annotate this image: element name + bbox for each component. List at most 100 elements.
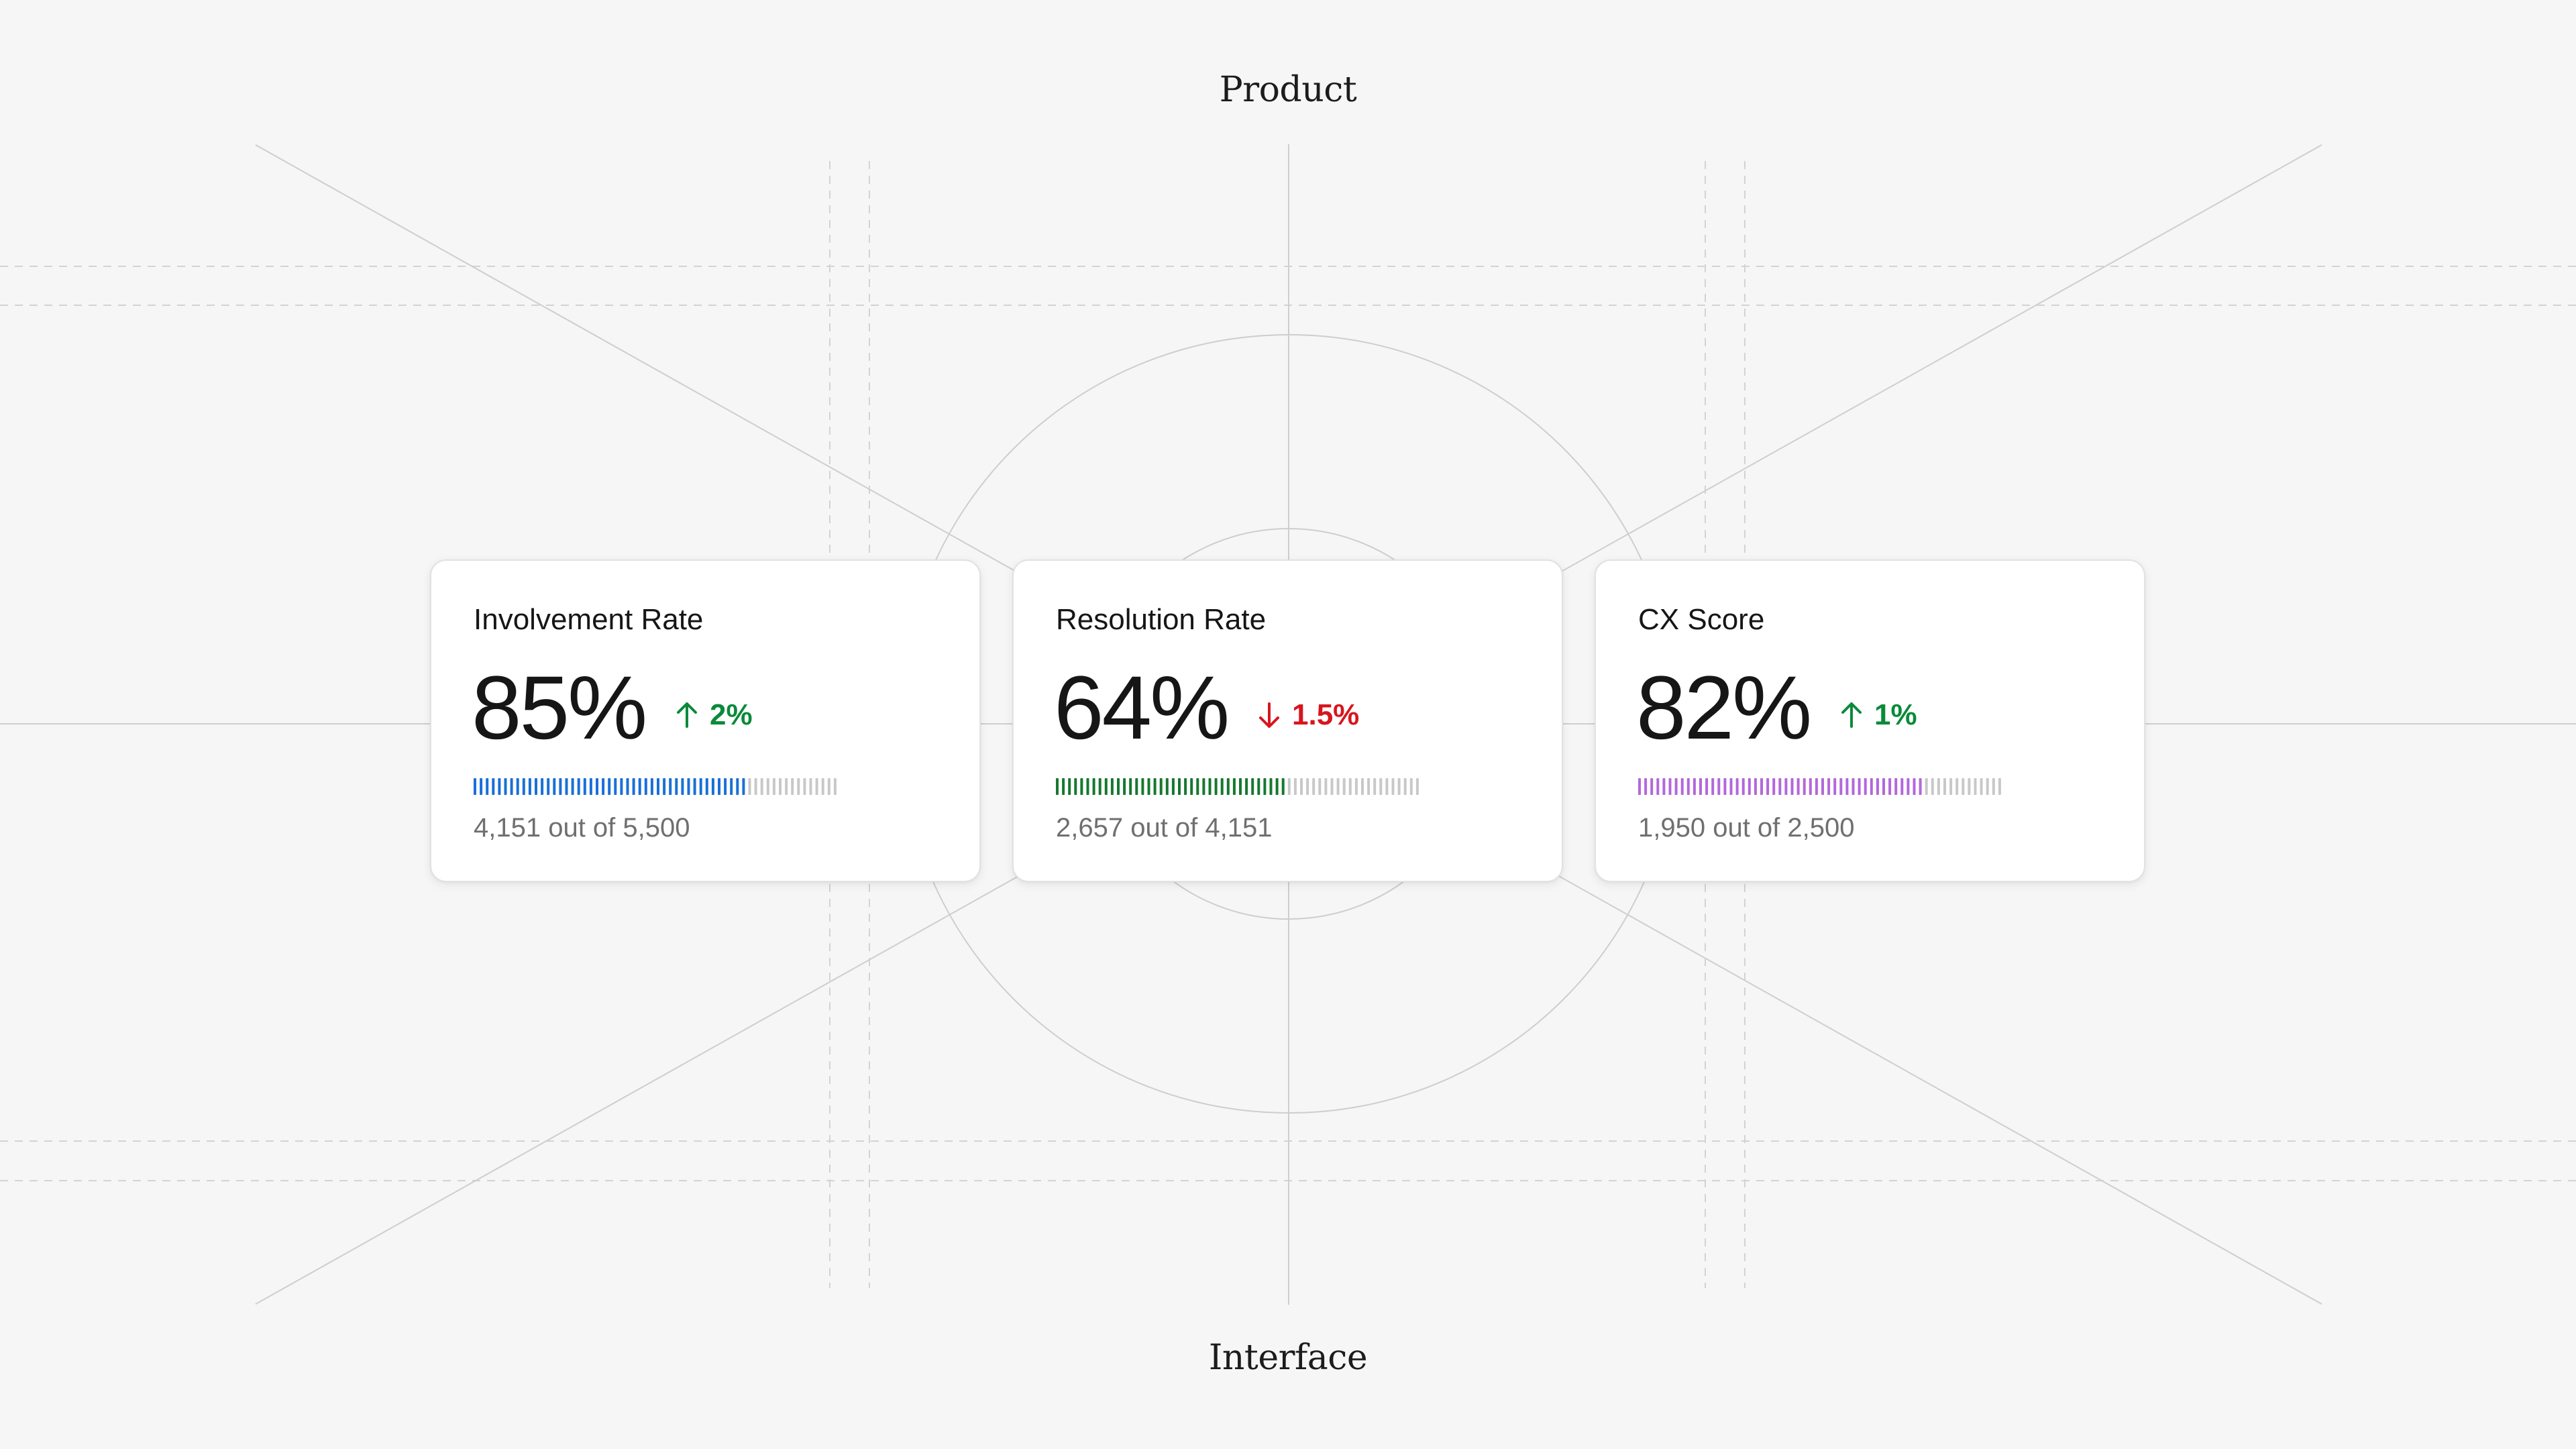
meter-tick-filled <box>1784 778 1788 795</box>
card-title: Resolution Rate <box>1056 603 1267 636</box>
meter-tick-filled <box>1147 778 1150 795</box>
meter-tick-filled <box>1711 778 1715 795</box>
meter-tick-empty <box>833 778 837 795</box>
meter-tick-filled <box>1269 778 1273 795</box>
meter-tick-filled <box>486 778 489 795</box>
meter-tick-filled <box>742 778 745 795</box>
meter-tick-filled <box>571 778 574 795</box>
meter-tick-empty <box>785 778 788 795</box>
meter-tick-filled <box>1815 778 1818 795</box>
meter-tick-filled <box>1809 778 1812 795</box>
meter-tick-filled <box>1074 778 1077 795</box>
meter-tick-empty <box>760 778 763 795</box>
meter-tick-filled <box>1123 778 1126 795</box>
meter-tick-filled <box>559 778 562 795</box>
meter-tick-filled <box>669 778 672 795</box>
meter-tick-filled <box>687 778 690 795</box>
meter-tick-filled <box>1202 778 1205 795</box>
meter-tick-filled <box>1190 778 1193 795</box>
card-title: Involvement Rate <box>474 603 704 636</box>
arrow-up-icon <box>677 702 697 728</box>
meter-tick-filled <box>1638 778 1641 795</box>
metric-value: 85% <box>472 658 647 758</box>
meter-tick-empty <box>754 778 757 795</box>
meter-tick-empty <box>1324 778 1328 795</box>
meter-tick-filled <box>1153 778 1157 795</box>
meter-tick-empty <box>815 778 818 795</box>
meter-tick-empty <box>1943 778 1946 795</box>
meter-tick-empty <box>1397 778 1401 795</box>
meter-tick-filled <box>608 778 611 795</box>
meter-tick-empty <box>1937 778 1940 795</box>
meter-tick-filled <box>1864 778 1867 795</box>
meter-tick-filled <box>1919 778 1922 795</box>
meter-tick-filled <box>1839 778 1843 795</box>
meter-tick-filled <box>730 778 733 795</box>
meter-tick-filled <box>1772 778 1776 795</box>
meter-tick-filled <box>1803 778 1806 795</box>
meter-tick-filled <box>650 778 653 795</box>
meter-tick-filled <box>724 778 727 795</box>
meter-tick-empty <box>1312 778 1316 795</box>
meter-tick-filled <box>1913 778 1916 795</box>
meter-tick-filled <box>1214 778 1218 795</box>
meter-tick-filled <box>1220 778 1224 795</box>
meter-tick-empty <box>748 778 751 795</box>
meter-tick-empty <box>803 778 806 795</box>
arrow-down-icon <box>1259 702 1279 728</box>
meter-tick-empty <box>821 778 824 795</box>
meter-tick-filled <box>1135 778 1138 795</box>
meter-tick-filled <box>1092 778 1095 795</box>
meter-tick-filled <box>528 778 531 795</box>
meter-tick-filled <box>1281 778 1285 795</box>
metric-value: 82% <box>1636 658 1812 758</box>
caption-product: Product <box>1219 70 1357 110</box>
meter-tick-filled <box>1184 778 1187 795</box>
meter-tick-filled <box>504 778 507 795</box>
metric-card-involvement-rate[interactable]: Involvement Rate 85% 2% 4,151 out of 5,5… <box>430 559 981 882</box>
meter-tick-filled <box>1778 778 1782 795</box>
meter-tick-filled <box>1178 778 1181 795</box>
meter-tick-filled <box>1821 778 1824 795</box>
meter-tick-filled <box>736 778 739 795</box>
meter-tick-filled <box>1275 778 1279 795</box>
meter-tick-empty <box>1354 778 1358 795</box>
meter-tick-empty <box>1980 778 1983 795</box>
meter-tick-filled <box>644 778 647 795</box>
meter-tick-filled <box>1239 778 1242 795</box>
meter-tick-filled <box>1668 778 1672 795</box>
meter-tick-empty <box>1318 778 1322 795</box>
meter-tick-empty <box>797 778 800 795</box>
metric-card-resolution-rate[interactable]: Resolution Rate 64% 1.5% 2,657 out of 4,… <box>1012 559 1563 882</box>
meter-tick-filled <box>1699 778 1702 795</box>
meter-tick-empty <box>1348 778 1352 795</box>
meter-tick-filled <box>1845 778 1849 795</box>
meter-tick-empty <box>1300 778 1303 795</box>
meter-tick-filled <box>535 778 537 795</box>
meter-tick-filled <box>711 778 714 795</box>
meter-tick-filled <box>718 778 720 795</box>
meter-tick-filled <box>681 778 684 795</box>
progress-meter <box>474 778 837 795</box>
meter-tick-filled <box>1876 778 1879 795</box>
meter-tick-filled <box>1735 778 1739 795</box>
meter-tick-filled <box>1056 778 1059 795</box>
meter-tick-empty <box>1336 778 1340 795</box>
metric-card-cx-score[interactable]: CX Score 82% 1% 1,950 out of 2,500 <box>1595 559 2145 882</box>
meter-tick-empty <box>1306 778 1309 795</box>
meter-tick-filled <box>492 778 495 795</box>
meter-tick-filled <box>1900 778 1904 795</box>
metric-value: 64% <box>1054 658 1230 758</box>
meter-tick-filled <box>1851 778 1855 795</box>
meter-tick-filled <box>1723 778 1727 795</box>
meter-tick-empty <box>1992 778 1995 795</box>
meter-tick-filled <box>596 778 598 795</box>
meter-tick-filled <box>1110 778 1114 795</box>
meter-tick-filled <box>583 778 586 795</box>
meter-tick-empty <box>1391 778 1395 795</box>
meter-tick-empty <box>1955 778 1959 795</box>
meter-tick-filled <box>1686 778 1690 795</box>
meter-tick-filled <box>614 778 617 795</box>
meter-tick-filled <box>1717 778 1721 795</box>
